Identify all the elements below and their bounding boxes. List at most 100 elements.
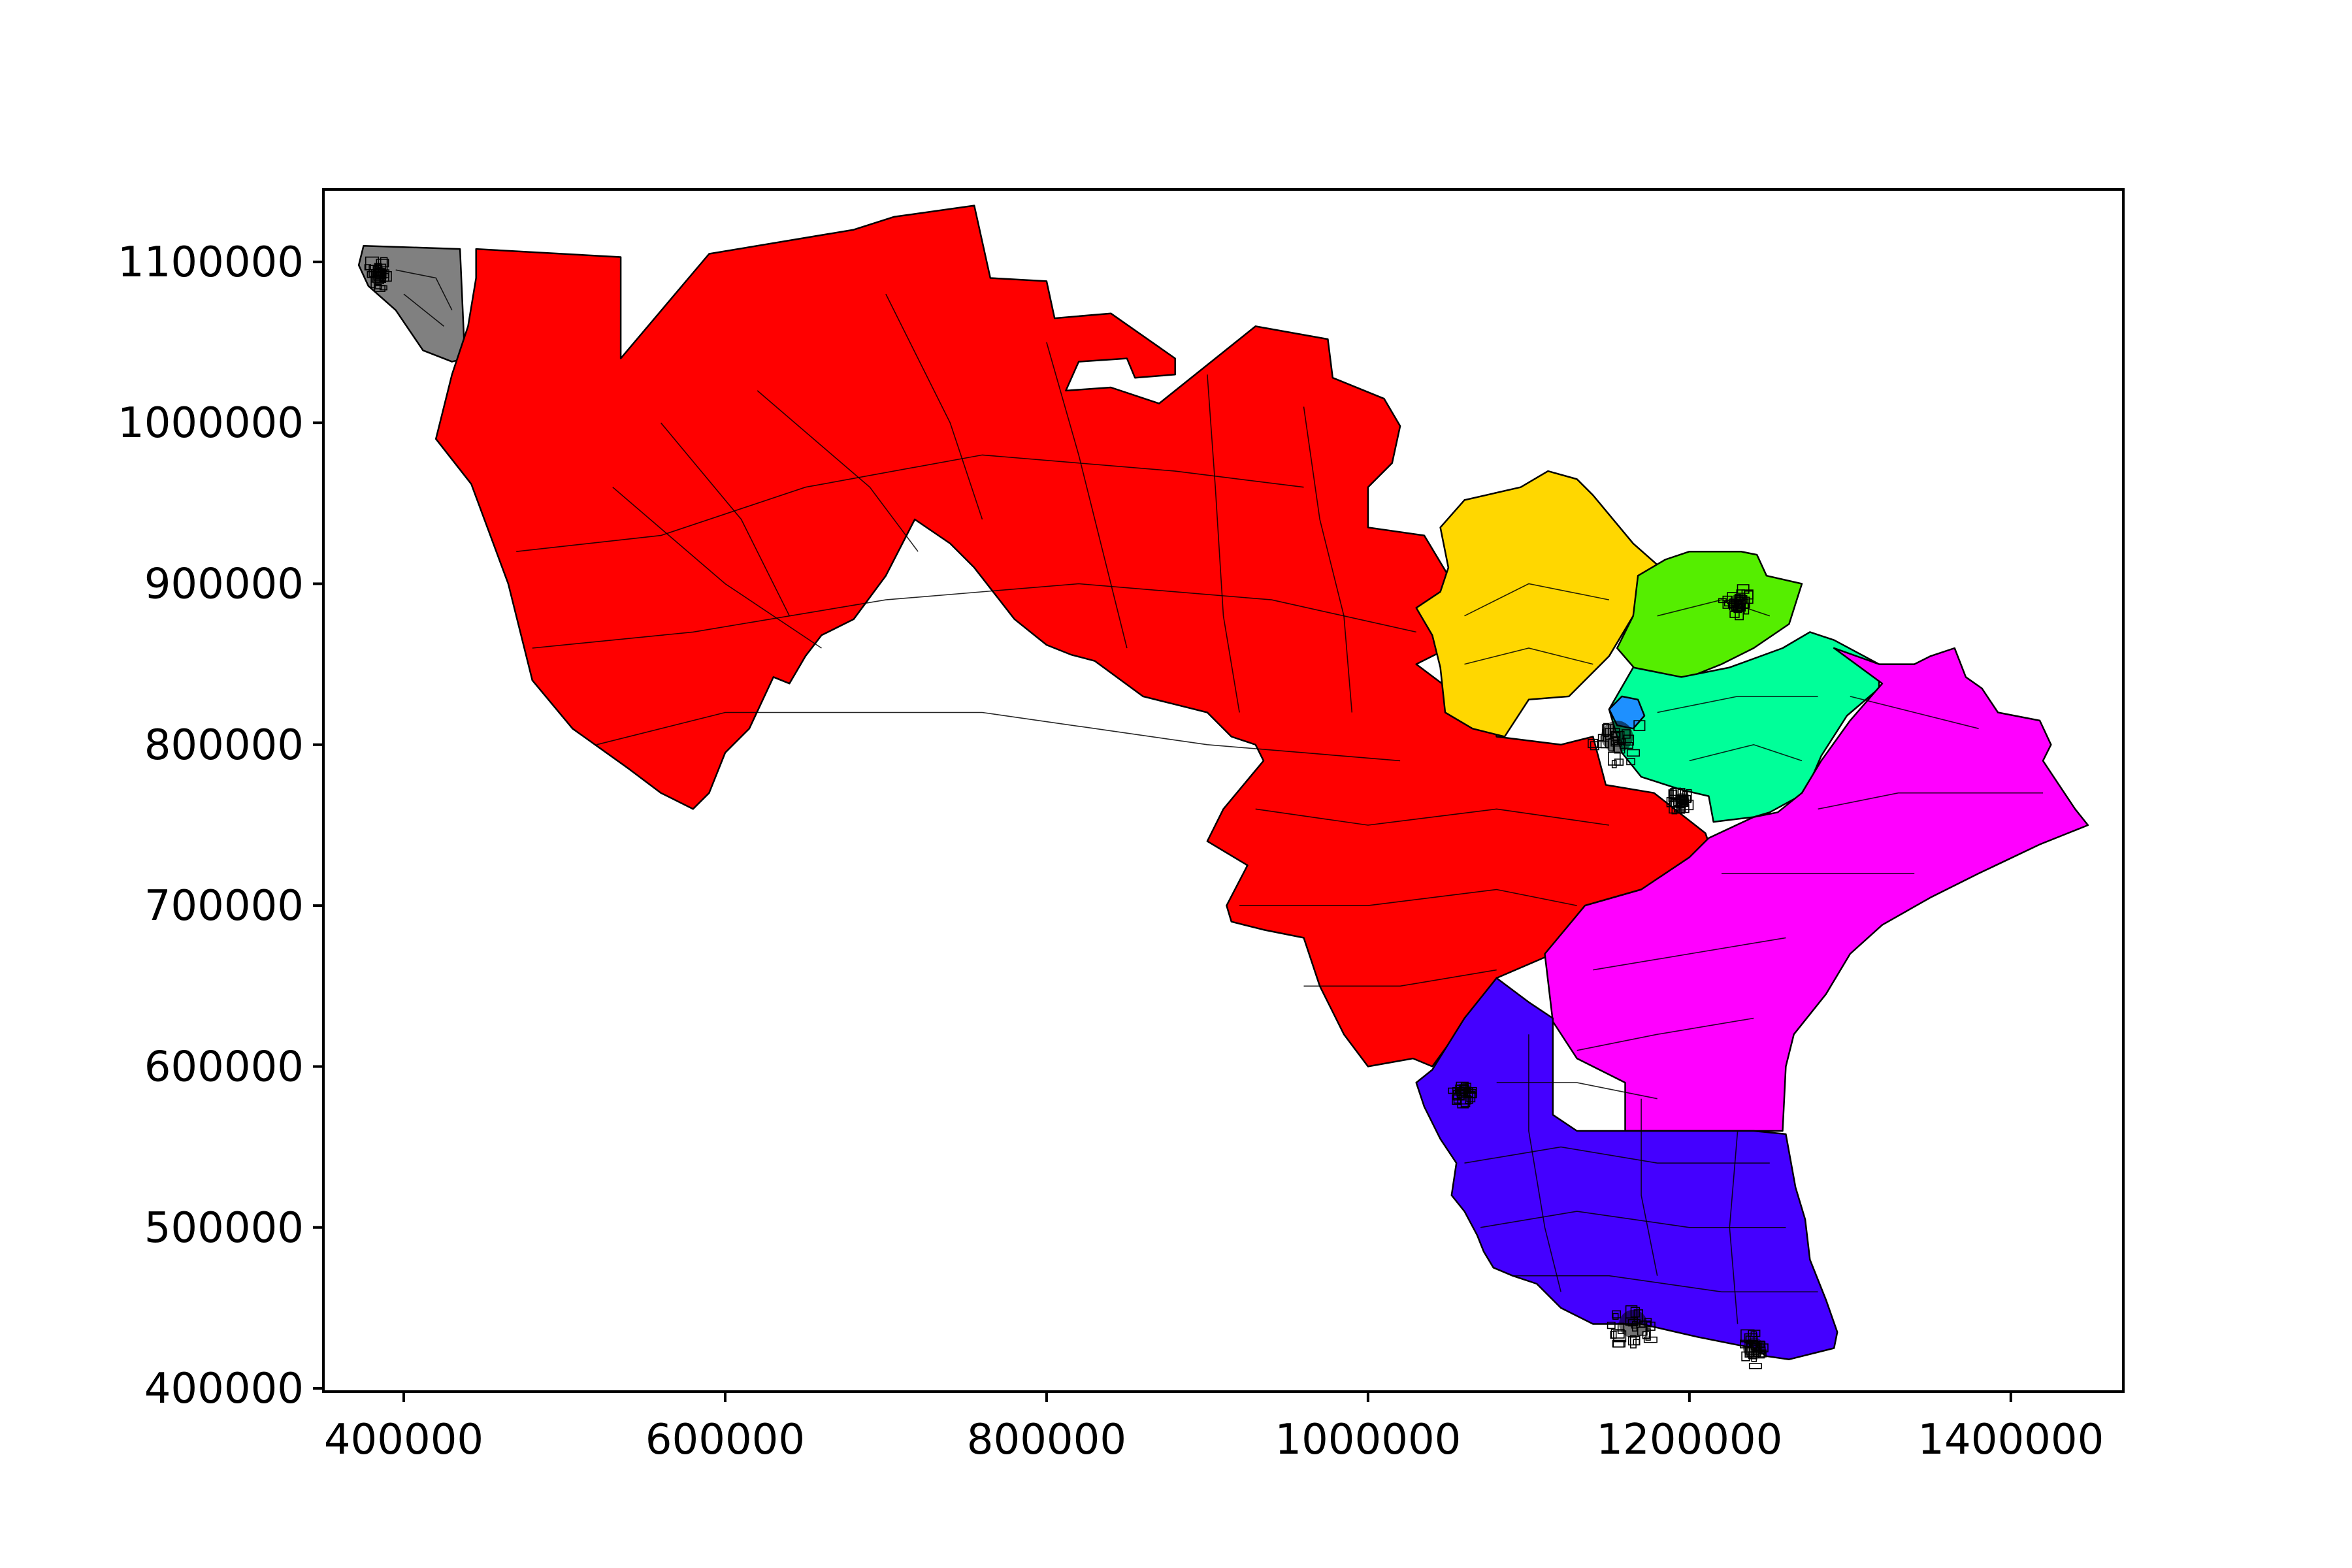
- axes-frame: [322, 188, 2125, 1393]
- cluster-tract: [1612, 1313, 1619, 1320]
- tract-boundary: [1464, 647, 1593, 665]
- x-tick-label: 600000: [645, 1416, 805, 1464]
- cluster-tract: [1610, 740, 1623, 747]
- dense-tract-cluster: [1740, 1329, 1769, 1369]
- region-blue-violet: [1415, 977, 1838, 1360]
- x-tick-label: 1000000: [1275, 1416, 1461, 1464]
- cluster-tract: [1677, 805, 1686, 811]
- dense-tract-cluster: [1718, 584, 1754, 621]
- cluster-tract: [1680, 804, 1690, 813]
- cluster-tract: [1750, 1331, 1757, 1337]
- cluster-tract: [1628, 1335, 1641, 1346]
- tract-boundary: [1255, 808, 1610, 826]
- cluster-tract: [1617, 1322, 1625, 1334]
- tract-boundary: [596, 711, 1401, 762]
- cluster-tract: [368, 265, 383, 277]
- dense-tract-cluster: [1588, 720, 1646, 768]
- cluster-tract: [1750, 1340, 1758, 1349]
- cluster-tract: [1614, 742, 1625, 754]
- cluster-tract: [1465, 1096, 1473, 1104]
- plot-area: [357, 204, 2089, 1369]
- cluster-tract: [1639, 1320, 1652, 1328]
- cluster-tract: [1680, 794, 1691, 804]
- tract-boundary: [395, 269, 453, 311]
- tract-boundary: [1850, 696, 1979, 729]
- dense-cluster-layer: [364, 256, 1769, 1369]
- y-tick-label: 1100000: [118, 238, 304, 287]
- cluster-tract: [1622, 729, 1631, 739]
- cluster-tract: [1463, 1087, 1473, 1098]
- cluster-tract: [1733, 605, 1746, 612]
- cluster-tract: [1610, 1331, 1617, 1339]
- y-tick-label: 800000: [144, 721, 304, 770]
- cluster-tract: [364, 264, 371, 270]
- y-tick-label: 900000: [144, 560, 304, 608]
- tract-boundary: [1657, 696, 1818, 713]
- regions-layer: [357, 204, 2089, 1360]
- tract-boundary: [1818, 792, 2043, 810]
- cluster-tract: [1666, 797, 1672, 808]
- tract-boundary: [1464, 583, 1610, 617]
- cluster-tract: [1605, 728, 1612, 740]
- region-gold: [1415, 470, 1661, 738]
- y-tick-label: 400000: [144, 1365, 304, 1413]
- x-tick-label: 1200000: [1596, 1416, 1782, 1464]
- cluster-tract: [1626, 758, 1635, 766]
- tract-boundary: [1464, 1146, 1770, 1164]
- cluster-tract: [1723, 600, 1736, 607]
- x-tick-label: 800000: [967, 1416, 1126, 1464]
- region-red: [434, 204, 1714, 1068]
- tract-boundary: [1239, 889, 1577, 906]
- cluster-tract: [1674, 806, 1686, 813]
- tract-boundary: [1303, 406, 1353, 713]
- tract-boundary: [516, 454, 1304, 552]
- cluster-tract: [1610, 1329, 1625, 1339]
- tract-boundary: [1576, 1017, 1754, 1051]
- tract-boundary: [1729, 1130, 1739, 1324]
- cluster-tract: [374, 284, 382, 289]
- cluster-tract: [1735, 593, 1741, 606]
- dense-tract-cluster: [364, 256, 392, 292]
- cluster-tract: [1741, 1351, 1750, 1362]
- tract-boundary: [403, 293, 445, 327]
- tract-boundary: [1689, 743, 1803, 762]
- dense-tract-cluster: [1666, 787, 1694, 815]
- cluster-tract: [1608, 738, 1614, 752]
- tract-boundary: [1593, 937, 1786, 971]
- y-axis: 400000 500000 600000 700000 800000 900000 1000…: [118, 238, 323, 1413]
- cluster-tract: [1633, 1309, 1644, 1323]
- tract-boundary: [1303, 969, 1497, 987]
- tract-boundary: [1512, 1275, 1818, 1293]
- cluster-tract: [1601, 724, 1614, 736]
- tract-boundary: [1480, 1211, 1786, 1228]
- y-tick-label: 500000: [144, 1204, 304, 1252]
- cluster-tract: [1460, 1083, 1468, 1092]
- cluster-tract: [1645, 1328, 1651, 1341]
- cluster-tract: [365, 256, 380, 270]
- tract-boundary: [1496, 1082, 1658, 1100]
- region-magenta: [1544, 647, 2089, 1132]
- dense-tract-cluster: [1607, 1305, 1658, 1348]
- tract-boundary: [1657, 599, 1771, 617]
- y-tick-label: 600000: [144, 1043, 304, 1091]
- cluster-tract: [1735, 608, 1744, 621]
- cluster-tract: [1452, 1087, 1460, 1094]
- cluster-tract: [376, 258, 389, 268]
- cluster-tract: [1612, 1341, 1625, 1348]
- cluster-tract: [1631, 1323, 1637, 1329]
- tract-boundary: [1641, 1098, 1658, 1276]
- cluster-tract: [1743, 602, 1750, 615]
- cluster-tract: [1630, 1335, 1637, 1348]
- dense-tract-cluster: [1448, 1081, 1477, 1109]
- tract-lines-layer: [395, 269, 2043, 1324]
- cluster-tract: [1630, 1307, 1640, 1318]
- cluster-tract: [1669, 788, 1679, 798]
- cluster-tract: [1612, 1310, 1622, 1318]
- cluster-tract: [1748, 1363, 1762, 1369]
- tract-boundary: [660, 422, 791, 617]
- tract-boundary: [532, 583, 1416, 649]
- region-lime: [1616, 550, 1803, 681]
- x-tick-label: 1400000: [1918, 1416, 2104, 1464]
- cluster-tract: [1588, 738, 1598, 749]
